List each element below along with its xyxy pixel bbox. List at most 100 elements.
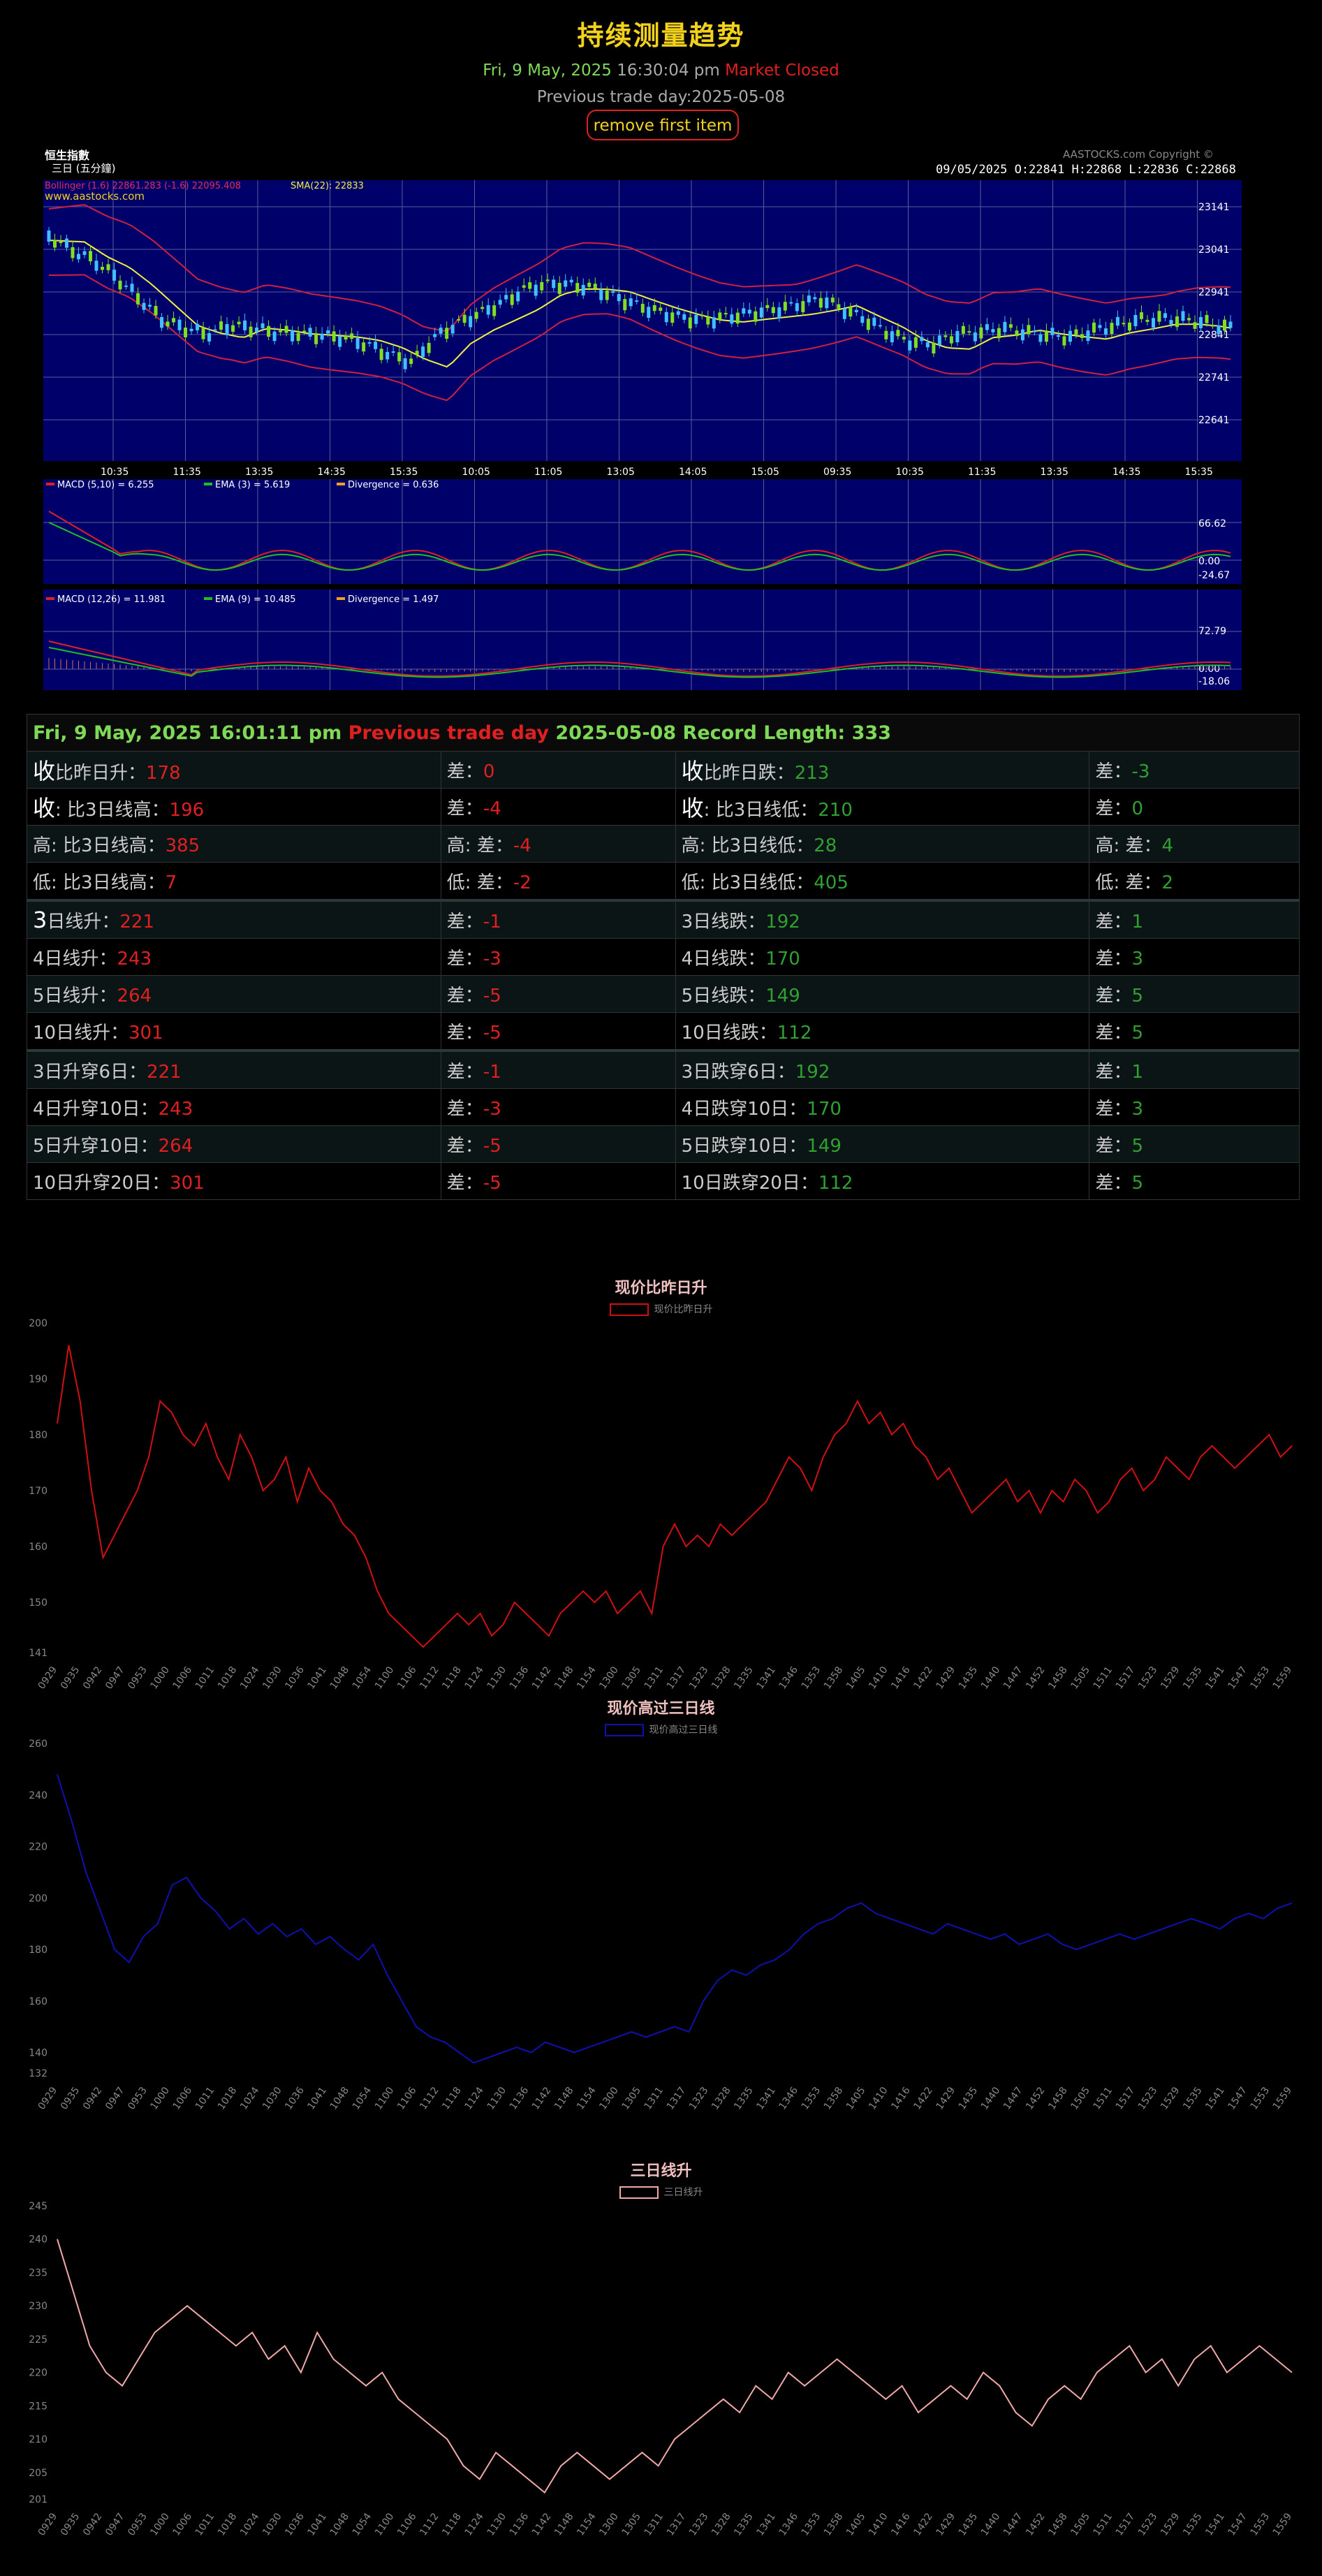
candle-body — [279, 330, 283, 332]
candle-body — [1003, 321, 1007, 332]
candle-body — [1222, 319, 1226, 331]
index-name: 恒生指數 — [45, 149, 89, 162]
candle-body — [136, 293, 140, 305]
x-tick: 1148 — [552, 2085, 576, 2112]
x-tick: 1529 — [1159, 1664, 1182, 1691]
line-chart: 2452402352302252202152102052010929093509… — [29, 2201, 1294, 2538]
candle-body — [712, 317, 716, 329]
candle-body — [522, 285, 526, 288]
x-tick: 1041 — [305, 2085, 329, 2112]
x-tick: 1511 — [1092, 1664, 1115, 1691]
candle-body — [813, 297, 817, 300]
cell-label: 差： — [446, 1022, 483, 1044]
table-row: 5日线升：264 差：-5 5日线跌：149 差：5 — [27, 975, 1300, 1013]
cell-value: 301 — [170, 1173, 205, 1194]
cell-value: 170 — [807, 1099, 842, 1120]
line-chart-legend[interactable]: 现价高过三日线 — [0, 1722, 1322, 1736]
x-tick: 1346 — [777, 2085, 801, 2112]
x-tick: 1410 — [867, 2085, 890, 2112]
x-tick: 1036 — [283, 2085, 307, 2112]
line-chart-legend[interactable]: 三日线升 — [0, 2185, 1322, 2199]
x-tick: 1447 — [1001, 2085, 1025, 2112]
x-tick: 1416 — [889, 1664, 913, 1691]
table-cell: 差：0 — [1089, 788, 1300, 826]
table-row: 5日升穿10日：264 差：-5 5日跌穿10日：149 差：5 — [27, 1125, 1300, 1163]
x-tick: 1106 — [395, 1664, 419, 1691]
candle-body — [949, 336, 953, 344]
candle-body — [112, 270, 117, 281]
x-tick: 0935 — [59, 2085, 82, 2112]
copyright: AASTOCKS.com Copyright © — [1063, 148, 1214, 161]
x-tick: 1024 — [238, 2511, 262, 2538]
candle-body — [730, 314, 734, 324]
time-tick: 15:05 — [751, 467, 779, 478]
candle-body — [1068, 330, 1072, 342]
candle-body — [1020, 329, 1024, 341]
cell-value: 1 — [1131, 911, 1144, 932]
candle-body — [688, 317, 692, 329]
cell-label: 高: 差： — [1095, 835, 1162, 856]
candle-body — [260, 323, 265, 328]
cell-label: 4日线跌： — [681, 949, 766, 969]
candle-body — [272, 331, 277, 342]
candle-body — [433, 334, 437, 337]
candle-body — [89, 251, 93, 262]
candle-body — [1193, 322, 1197, 329]
candle-body — [367, 342, 372, 344]
table-cell: 高: 比3日线高：385 — [27, 825, 441, 863]
x-tick: 1305 — [620, 2085, 644, 2112]
candle-body — [510, 294, 514, 305]
x-tick: 1505 — [1068, 2085, 1092, 2112]
x-tick: 1440 — [979, 2511, 1003, 2538]
x-tick: 1517 — [1114, 2511, 1138, 2538]
y-tick: 170 — [29, 1486, 47, 1497]
cell-value: -5 — [483, 1172, 501, 1194]
candle-body — [355, 338, 360, 349]
time-tick: 11:35 — [968, 467, 996, 478]
cell-label: : 比3日线高： — [55, 800, 170, 821]
line-chart-legend[interactable]: 现价比昨日升 — [0, 1302, 1322, 1316]
cell-prefix: 收 — [681, 758, 704, 784]
cell-value: 5 — [1131, 1022, 1144, 1044]
candle-body — [694, 314, 698, 324]
cell-value: -3 — [483, 1098, 501, 1120]
cell-label: 差： — [446, 1135, 483, 1157]
time-tick: 10:35 — [101, 467, 128, 478]
cell-value: 0 — [483, 761, 495, 782]
y-tick: 235 — [29, 2267, 47, 2278]
candle-body — [486, 305, 490, 315]
x-tick: 1130 — [485, 2085, 509, 2112]
x-tick: 1000 — [148, 2511, 172, 2538]
candle-body — [552, 279, 556, 288]
x-tick: 1440 — [979, 2085, 1003, 2112]
table-cell: 收: 比3日线低：210 — [675, 788, 1090, 826]
y-tick: 140 — [29, 2048, 47, 2059]
candle-body — [593, 284, 597, 289]
candle-body — [362, 342, 366, 352]
x-tick: 1547 — [1226, 2085, 1249, 2112]
x-tick: 1559 — [1271, 1664, 1295, 1691]
candle-body — [1032, 330, 1036, 332]
x-tick: 1124 — [462, 1664, 486, 1691]
x-tick: 1328 — [710, 2511, 733, 2538]
candle-body — [1151, 318, 1155, 328]
cell-value: 221 — [147, 1062, 182, 1083]
candle-body — [635, 300, 639, 302]
candle-body — [1181, 311, 1185, 321]
candle-body — [291, 330, 295, 342]
table-cell: 差：5 — [1089, 1125, 1300, 1163]
candle-body — [1103, 328, 1108, 335]
y-tick: 150 — [29, 1597, 47, 1609]
legend-swatch — [619, 2186, 659, 2199]
remove-first-item-button[interactable]: remove first item — [587, 110, 739, 140]
time-tick: 15:35 — [1185, 467, 1213, 478]
series-line — [57, 1345, 1293, 1648]
candle-body — [237, 321, 241, 325]
x-tick: 1429 — [934, 2085, 958, 2112]
candle-body — [985, 324, 989, 330]
candle-body — [1062, 336, 1066, 346]
candle-body — [937, 335, 941, 345]
x-tick: 1422 — [911, 2085, 935, 2112]
x-tick: 1054 — [351, 2085, 374, 2112]
cell-value: 1 — [1131, 1061, 1144, 1083]
